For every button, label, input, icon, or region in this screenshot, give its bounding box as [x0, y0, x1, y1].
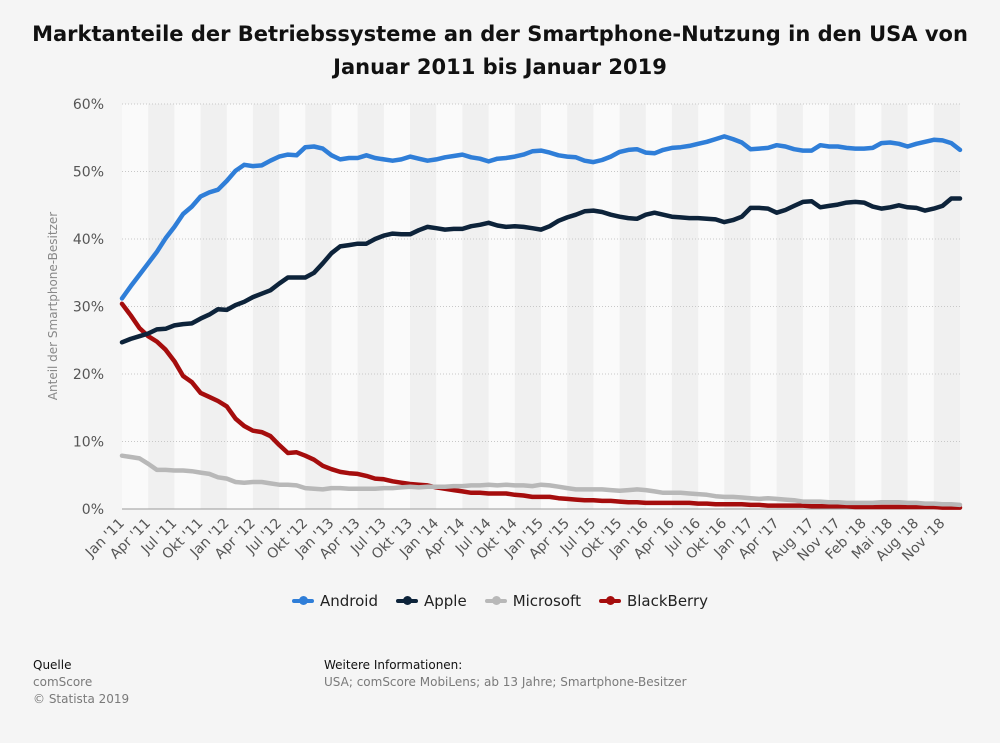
legend-marker-android: [291, 596, 314, 605]
chart-title-line-2: Januar 2011 bis Januar 2019: [333, 55, 667, 79]
legend-label-blackberry: BlackBerry: [626, 592, 709, 610]
plot-band: [881, 104, 908, 509]
legend-item-android[interactable]: Android: [291, 592, 378, 610]
source-block: Quelle comScore © Statista 2019: [33, 657, 129, 708]
legend-item-apple[interactable]: Apple: [395, 592, 467, 610]
source-name[interactable]: comScore: [33, 675, 93, 689]
plot-band: [357, 104, 384, 509]
legend-label-microsoft: Microsoft: [512, 592, 581, 610]
info-heading: Weitere Informationen:: [324, 658, 463, 672]
y-tick-label: 40%: [73, 232, 104, 248]
plot-band: [305, 104, 332, 509]
chart-title: Marktanteile der Betriebssysteme an der …: [0, 18, 1000, 84]
legend-marker-microsoft: [484, 596, 507, 605]
info-block: Weitere Informationen: USA; comScore Mob…: [324, 657, 687, 691]
series-lines: [119, 134, 963, 510]
y-axis-label: Anteil der Smartphone-Besitzer: [46, 212, 60, 400]
gridlines: [122, 103, 960, 510]
legend-item-microsoft[interactable]: Microsoft: [484, 592, 581, 610]
legend-marker-apple: [395, 596, 418, 605]
y-axis-tick-labels: 0% 10% 20% 30% 40% 50% 60%: [73, 97, 104, 518]
chart-title-line-1: Marktanteile der Betriebssysteme an der …: [32, 22, 968, 46]
series-line-microsoft[interactable]: [119, 453, 963, 508]
line-chart: 0% 10% 20% 30% 40% 50% 60% Anteil der Smartpho…: [46, 97, 963, 565]
y-tick-label: 30%: [73, 300, 104, 316]
copyright-text: © Statista 2019: [33, 692, 130, 706]
plot-band: [671, 104, 699, 509]
legend-marker-blackberry: [598, 596, 621, 605]
y-tick-label: 20%: [73, 367, 104, 383]
legend-item-blackberry[interactable]: BlackBerry: [598, 592, 709, 610]
plot-band: [776, 104, 803, 509]
legend-label-android: Android: [319, 592, 378, 610]
plot-band: [200, 104, 227, 509]
series-line-apple[interactable]: [119, 196, 963, 345]
info-text: USA; comScore MobiLens; ab 13 Jahre; Sma…: [324, 675, 687, 689]
plot-band: [567, 104, 594, 509]
y-tick-label: 60%: [73, 97, 104, 113]
series-line-blackberry[interactable]: [119, 301, 963, 510]
plot-band: [462, 104, 489, 509]
y-tick-label: 10%: [73, 435, 104, 451]
y-tick-label: 0%: [82, 502, 104, 518]
series-line-android[interactable]: [119, 134, 963, 301]
y-tick-label: 50%: [73, 165, 104, 181]
legend-label-apple: Apple: [423, 592, 467, 610]
legend: Android Apple Microsoft BlackBerry: [0, 592, 1000, 610]
source-heading: Quelle: [33, 658, 72, 672]
